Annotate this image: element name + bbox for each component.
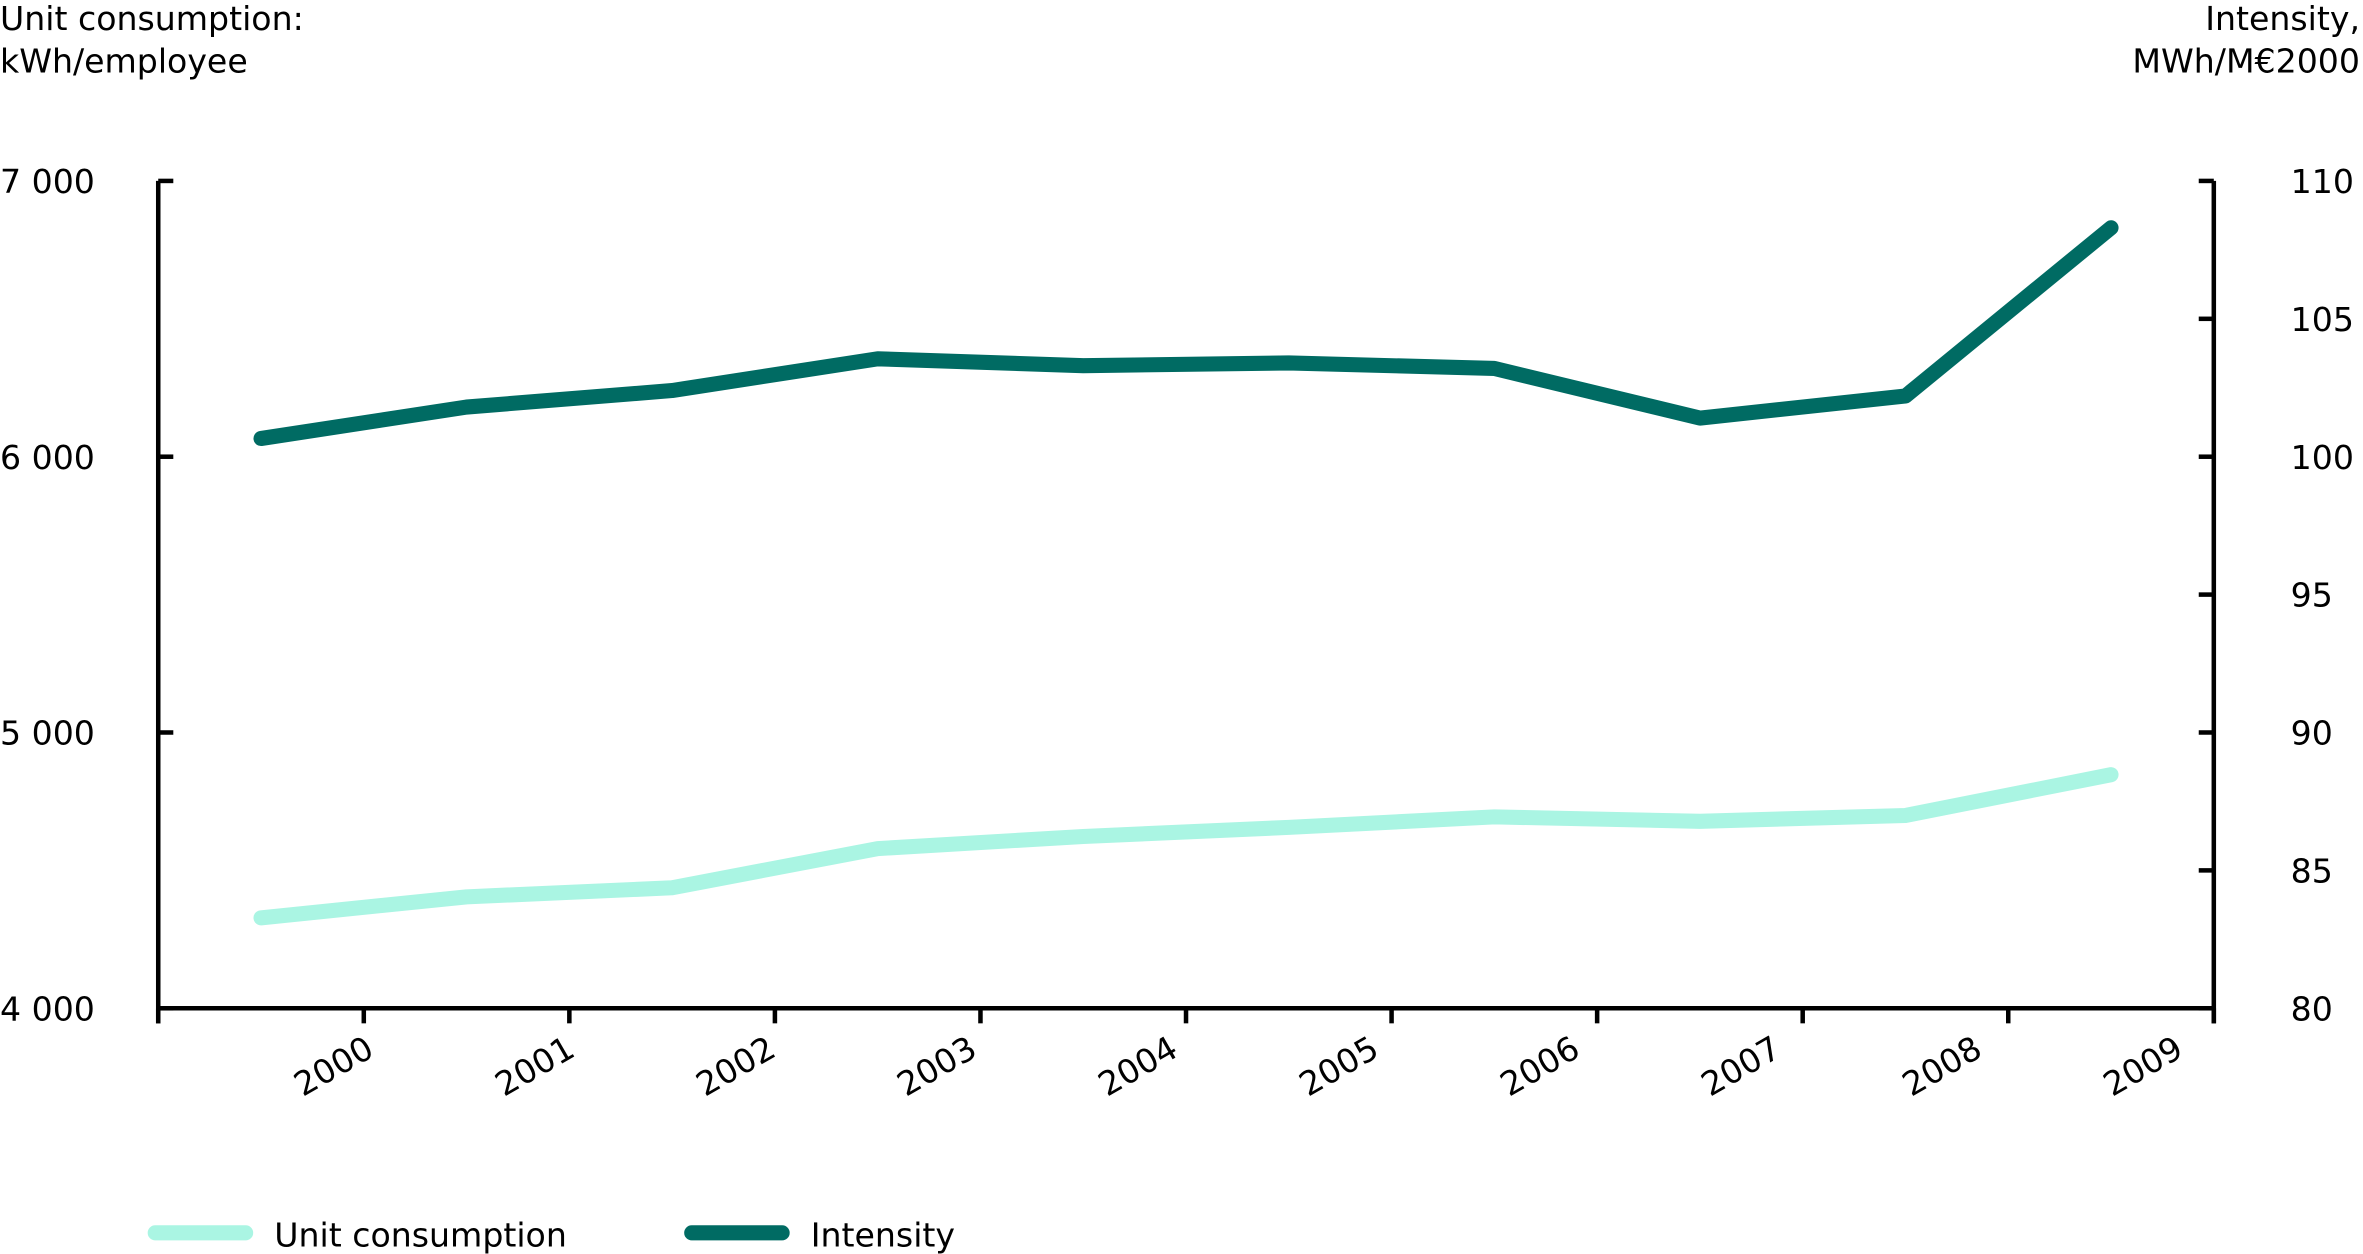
legend-label: Unit consumption [274,1215,567,1254]
x-tick-label: 2007 [1695,1028,1788,1104]
y-axis-title: kWh/employee [0,41,248,80]
x-tick-label: 2004 [1091,1028,1184,1104]
line-series [253,220,2119,447]
y2-tick-label: 85 [2291,851,2333,890]
x-tick-label: 2003 [890,1028,983,1104]
legend-label: Intensity [811,1215,955,1254]
y-axis-title: Unit consumption: [0,0,304,38]
line-series [253,767,2119,926]
y2-tick-label: 90 [2291,714,2333,753]
y-tick-label: 7 000 [0,162,95,201]
y2-axis-title: MWh/M€2000 [2132,41,2360,80]
y-tick-label: 4 000 [0,989,95,1028]
x-tick-label: 2009 [2097,1028,2190,1104]
x-tick-label: 2000 [287,1028,380,1104]
y2-tick-label: 100 [2291,438,2354,477]
x-tick-label: 2001 [488,1028,581,1104]
x-tick-label: 2006 [1494,1028,1587,1104]
y2-tick-label: 110 [2291,162,2354,201]
x-tick-label: 2002 [689,1028,782,1104]
y2-axis-title: Intensity, [2205,0,2360,38]
y-tick-label: 6 000 [0,438,95,477]
y-tick-label: 5 000 [0,714,95,753]
x-tick-label: 2008 [1896,1028,1989,1104]
y2-tick-label: 95 [2291,576,2333,615]
x-tick-label: 2005 [1292,1028,1385,1104]
y2-tick-label: 80 [2291,989,2333,1028]
y2-tick-label: 105 [2291,300,2354,339]
